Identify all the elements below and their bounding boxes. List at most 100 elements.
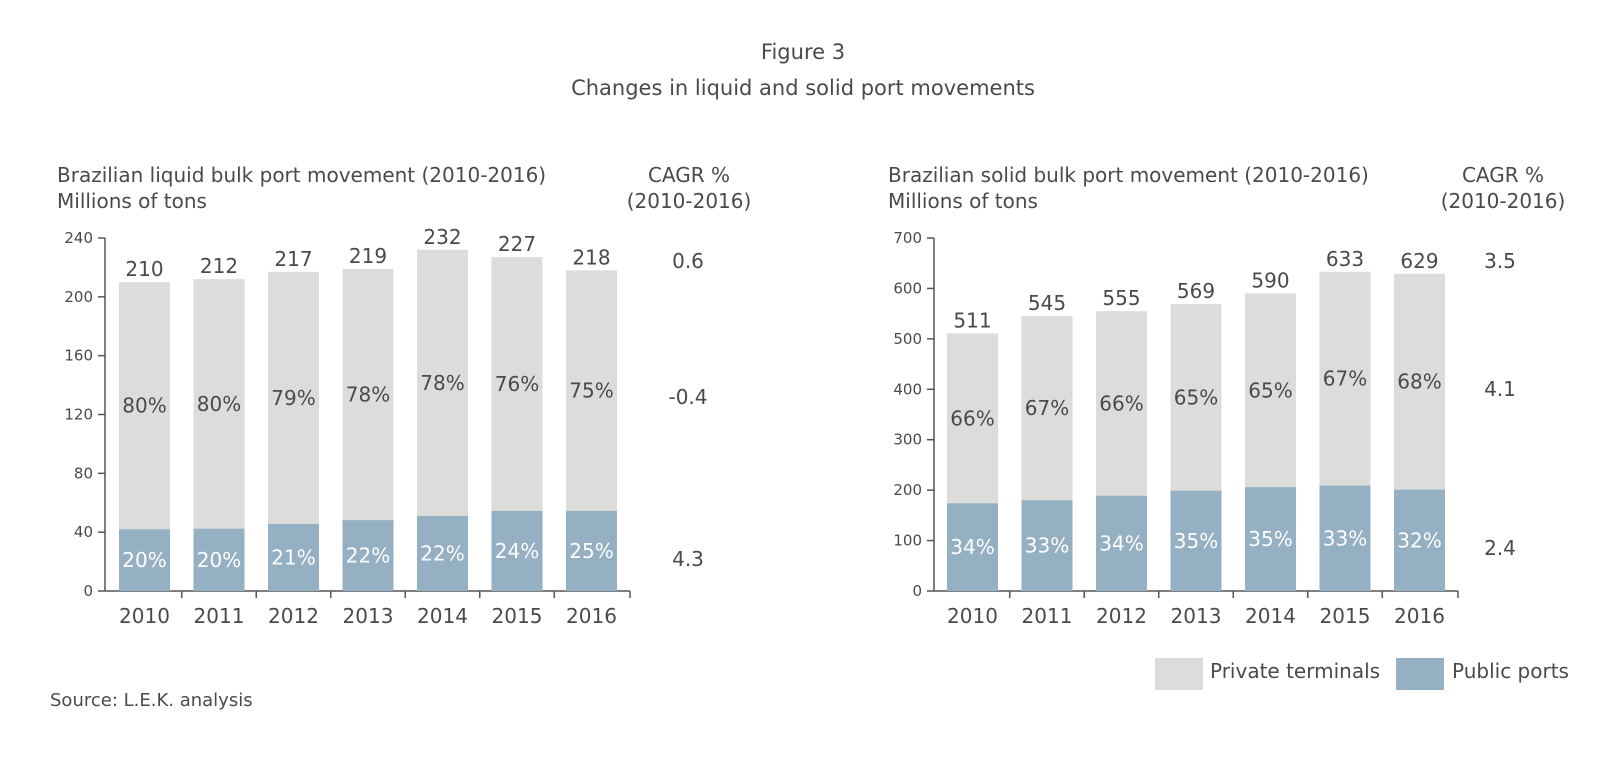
liquid-x-tick-label: 2011 <box>194 604 245 628</box>
liquid-private-share-label: 80% <box>122 394 166 418</box>
solid-y-tick-label: 0 <box>912 582 922 600</box>
solid-total-label: 569 <box>1177 279 1215 303</box>
liquid-private-share-label: 79% <box>271 386 315 410</box>
solid-bar-private-2014 <box>1245 293 1296 488</box>
legend-private-label: Private terminals <box>1210 659 1380 683</box>
liquid-cagr-header-line1: CAGR % <box>648 163 730 187</box>
solid-x-tick-label: 2010 <box>947 604 998 628</box>
solid-chart-subtitle: Millions of tons <box>888 189 1038 213</box>
solid-total-label: 555 <box>1102 286 1140 310</box>
liquid-public-share-label: 22% <box>346 544 390 568</box>
solid-x-tick-label: 2015 <box>1320 604 1371 628</box>
solid-total-label: 629 <box>1400 249 1438 273</box>
liquid-public-share-label: 24% <box>495 539 539 563</box>
liquid-y-tick-label: 160 <box>64 347 93 365</box>
liquid-total-label: 232 <box>423 225 461 249</box>
liquid-public-share-label: 20% <box>122 548 166 572</box>
liquid-bar-private-2015 <box>491 257 543 511</box>
liquid-y-tick-label: 80 <box>74 464 93 482</box>
solid-bar-public-2014 <box>1245 487 1296 591</box>
solid-y-tick-label: 300 <box>893 431 922 449</box>
liquid-cagr-total: 0.6 <box>672 249 704 273</box>
solid-x-tick-label: 2013 <box>1171 604 1222 628</box>
legend-public-label: Public ports <box>1452 659 1569 683</box>
solid-cagr-public: 2.4 <box>1484 536 1516 560</box>
solid-public-share-label: 34% <box>1099 531 1143 555</box>
solid-y-tick-label: 400 <box>893 380 922 398</box>
liquid-cagr-header-line2: (2010-2016) <box>627 189 752 213</box>
liquid-bar-public-2015 <box>491 510 543 591</box>
solid-public-share-label: 35% <box>1174 529 1218 553</box>
legend: Private terminals Public ports <box>1155 658 1569 690</box>
liquid-bar-private-2016 <box>566 270 617 511</box>
liquid-chart-subtitle: Millions of tons <box>57 189 207 213</box>
liquid-chart-title: Brazilian liquid bulk port movement (201… <box>57 163 546 187</box>
solid-x-tick-label: 2012 <box>1096 604 1147 628</box>
solid-total-label: 590 <box>1251 268 1289 292</box>
solid-x-tick-label: 2011 <box>1022 604 1073 628</box>
solid-private-share-label: 65% <box>1248 378 1292 402</box>
solid-public-share-label: 33% <box>1323 526 1367 550</box>
solid-x-tick-label: 2016 <box>1394 604 1445 628</box>
solid-public-share-label: 33% <box>1025 534 1069 558</box>
liquid-bar-private-2011 <box>193 279 245 529</box>
liquid-x-tick-label: 2015 <box>492 604 543 628</box>
solid-bar-private-2016 <box>1394 273 1445 490</box>
solid-public-share-label: 34% <box>950 535 994 559</box>
solid-y-tick-label: 200 <box>893 481 922 499</box>
solid-total-label: 633 <box>1326 247 1364 271</box>
figure-title: Changes in liquid and solid port movemen… <box>571 76 1035 100</box>
solid-y-tick-label: 600 <box>893 279 922 297</box>
liquid-cagr-private: -0.4 <box>668 385 707 409</box>
liquid-bar-public-2013 <box>342 520 394 591</box>
solid-private-share-label: 66% <box>950 406 994 430</box>
solid-y-tick-label: 700 <box>893 229 922 247</box>
solid-bar-private-2010 <box>947 333 998 504</box>
liquid-total-label: 218 <box>572 245 610 269</box>
liquid-bar-public-2010 <box>119 529 170 591</box>
solid-bar-public-2011 <box>1021 500 1073 591</box>
solid-bar-private-2015 <box>1319 271 1371 486</box>
liquid-bar-public-2014 <box>417 515 468 591</box>
solid-bar-public-2012 <box>1096 495 1147 591</box>
solid-bar-public-2016 <box>1394 489 1445 591</box>
liquid-bar-public-2011 <box>193 528 245 591</box>
liquid-x-tick-label: 2014 <box>417 604 468 628</box>
liquid-public-share-label: 20% <box>197 548 241 572</box>
solid-bar-public-2013 <box>1170 490 1222 591</box>
solid-y-tick-label: 100 <box>893 532 922 550</box>
liquid-y-tick-label: 120 <box>64 406 93 424</box>
liquid-total-label: 217 <box>274 247 312 271</box>
liquid-x-tick-label: 2010 <box>119 604 170 628</box>
liquid-bulk-chart: Brazilian liquid bulk port movement (201… <box>57 163 751 628</box>
liquid-bar-public-2016 <box>566 510 617 591</box>
liquid-y-tick-label: 240 <box>64 229 93 247</box>
legend-public-swatch <box>1396 658 1444 690</box>
liquid-total-label: 212 <box>200 254 238 278</box>
solid-cagr-private: 4.1 <box>1484 377 1516 401</box>
solid-private-share-label: 68% <box>1397 370 1441 394</box>
solid-public-share-label: 35% <box>1248 527 1292 551</box>
solid-bar-private-2012 <box>1096 311 1147 496</box>
liquid-total-label: 219 <box>349 244 387 268</box>
solid-cagr-header-line1: CAGR % <box>1462 163 1544 187</box>
solid-total-label: 511 <box>953 308 991 332</box>
liquid-public-share-label: 25% <box>569 539 613 563</box>
liquid-total-label: 210 <box>125 257 163 281</box>
liquid-private-share-label: 80% <box>197 392 241 416</box>
solid-private-share-label: 67% <box>1025 396 1069 420</box>
solid-bulk-chart: Brazilian solid bulk port movement (2010… <box>888 163 1565 628</box>
solid-cagr-total: 3.5 <box>1484 249 1516 273</box>
solid-private-share-label: 66% <box>1099 391 1143 415</box>
liquid-y-tick-label: 200 <box>64 288 93 306</box>
legend-private-swatch <box>1155 658 1203 690</box>
solid-private-share-label: 65% <box>1174 385 1218 409</box>
solid-bar-public-2010 <box>947 503 998 591</box>
solid-bar-private-2013 <box>1170 304 1222 491</box>
solid-private-share-label: 67% <box>1323 367 1367 391</box>
liquid-x-tick-label: 2012 <box>268 604 319 628</box>
source-note: Source: L.E.K. analysis <box>50 690 253 711</box>
liquid-y-tick-label: 40 <box>74 523 93 541</box>
liquid-private-share-label: 78% <box>420 371 464 395</box>
